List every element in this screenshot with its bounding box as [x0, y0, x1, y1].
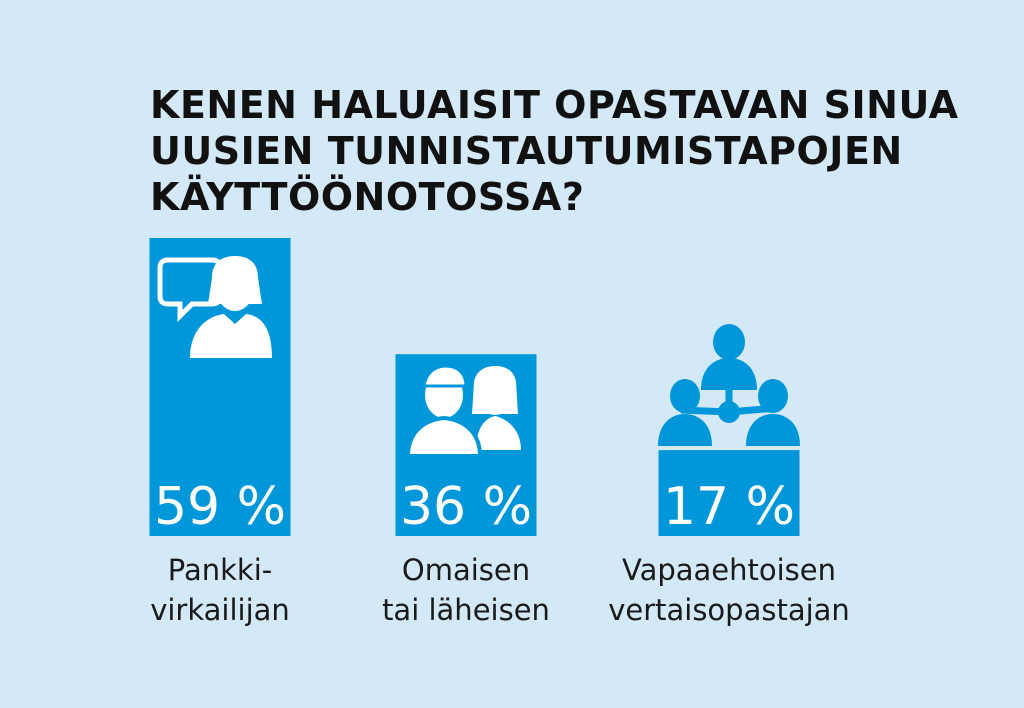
values-layer: 59 % 36 % 17 % [154, 477, 795, 537]
bank-clerk-speech-icon [157, 256, 272, 358]
chart-title: KENEN HALUAISIT OPASTAVAN SINUA UUSIEN T… [150, 82, 959, 220]
category-label-1-line-1: Pankki- [168, 553, 272, 587]
title-line-3: KÄYTTÖÖNOTOSSA? [150, 175, 585, 219]
peer-group-icon [658, 324, 800, 446]
bar-3 [658, 450, 800, 536]
category-label-3-line-2: vertaisopastajan [608, 593, 850, 627]
relatives-icon [405, 364, 521, 458]
category-label-1-line-2: virkailijan [150, 593, 290, 627]
value-label-2: 36 % [400, 477, 532, 537]
value-label-3: 17 % [663, 477, 795, 537]
title-line-1: KENEN HALUAISIT OPASTAVAN SINUA [150, 83, 959, 127]
category-label-3-line-1: Vapaaehtoisen [622, 553, 836, 587]
value-label-1: 59 % [154, 477, 286, 537]
title-line-2: UUSIEN TUNNISTAUTUMISTAPOJEN [150, 129, 903, 173]
category-label-2-line-2: tai läheisen [382, 593, 550, 627]
category-label-2-line-1: Omaisen [402, 553, 530, 587]
category-labels-layer: Pankki-virkailijan Omaisen tai läheisen Vap… [150, 553, 850, 627]
